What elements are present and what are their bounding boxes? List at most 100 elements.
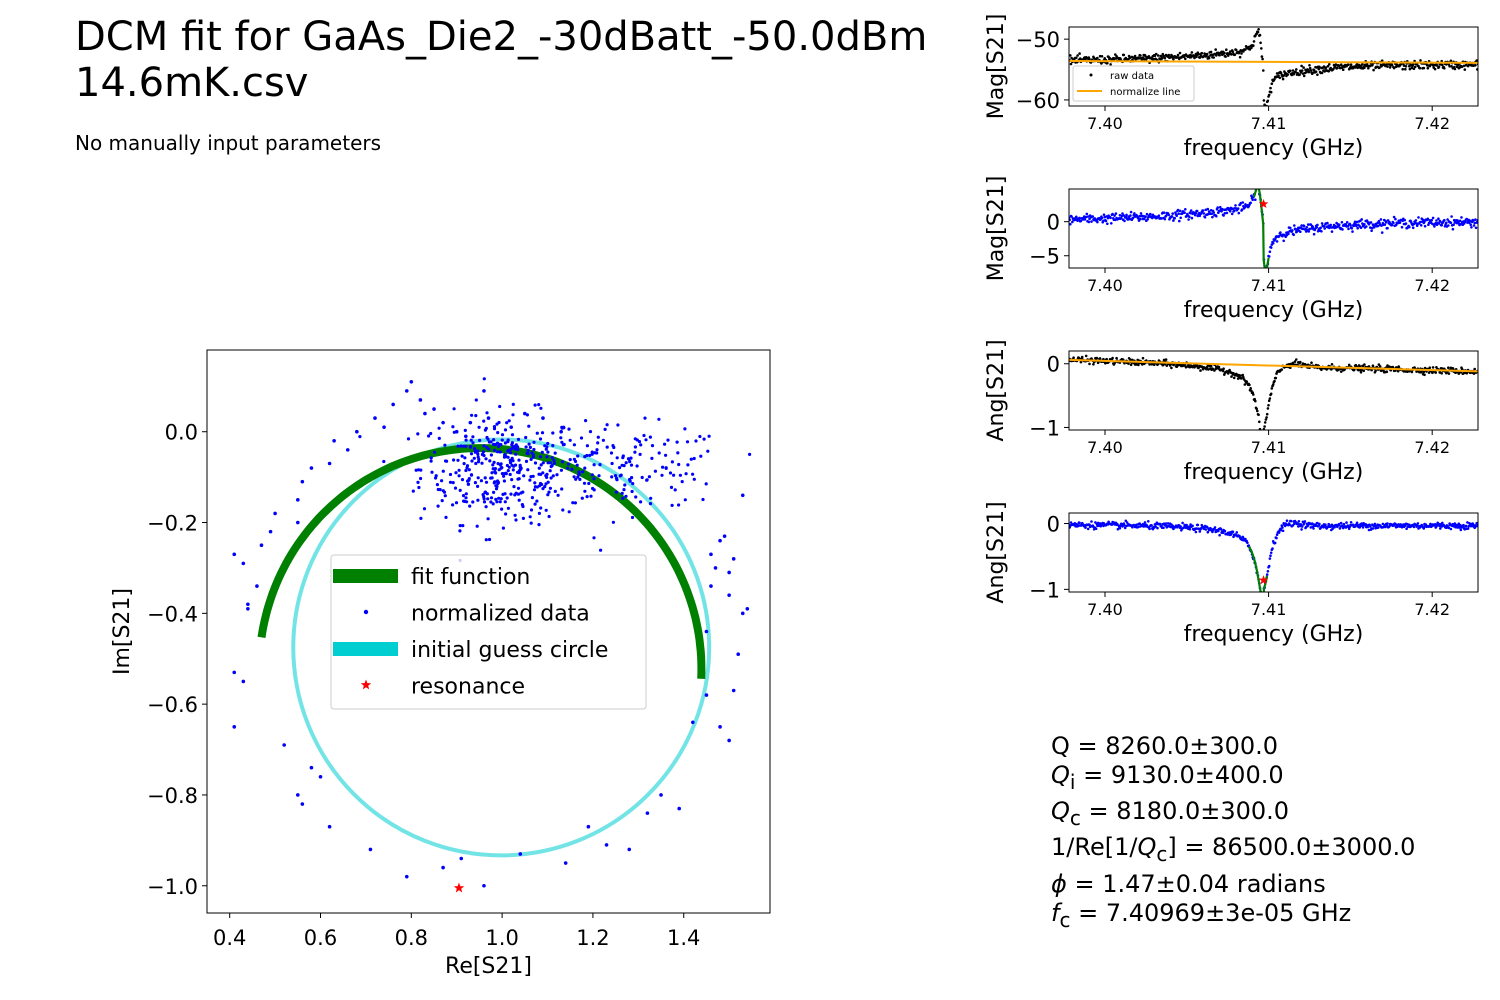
y-tick-label: 0 [1047,353,1060,377]
normalized-data-point [575,463,579,467]
figure-subtitle: No manually input parameters [75,131,382,155]
x-axis-label: Re[S21] [445,954,532,979]
data-point [1131,216,1135,220]
normalized-data-point [438,488,442,492]
normalized-data-point [692,477,696,481]
normalized-data-point [451,481,455,485]
data-point [1138,214,1141,218]
data-point [1207,56,1211,60]
normalized-data-point [526,468,530,472]
normalized-data-point [391,402,395,407]
normalized-data-point [631,482,635,486]
data-point [1408,225,1411,229]
normalized-data-point [461,494,466,498]
data-point [1396,525,1399,529]
data-point [1347,527,1351,531]
data-point [1256,409,1259,413]
data-point [1347,63,1350,66]
normalized-data-point [454,429,459,434]
normalized-data-point [437,426,441,430]
data-point [1390,63,1394,67]
normalized-data-point [532,488,537,492]
normalized-data-point [614,490,619,494]
normalized-data-point [300,479,305,484]
normalized-data-point [506,438,510,442]
data-point [1297,525,1300,528]
normalized-data-point [599,548,603,552]
normalized-data-point [497,496,501,500]
normalized-data-point [541,471,545,475]
legend-label: normalized data [411,602,590,627]
normalized-data-point [448,472,453,477]
data-point [1301,227,1305,231]
data-point [1257,185,1260,188]
data-point [1167,213,1171,217]
data-point [1149,212,1152,216]
data-point [1320,71,1324,75]
plot-ang_norm: 7.40 7.41 7.42 0 −1 frequency (GHz) Ang[S21] [984,501,1479,647]
normalized-data-point [568,458,572,462]
y-axis-label: Ang[S21] [984,339,1009,441]
normalized-data-point [452,458,456,462]
y-tick-label: −0.6 [147,693,198,717]
data-point [1269,392,1273,396]
data-point [1412,525,1416,529]
data-point [1123,526,1127,530]
normalized-data-point [468,445,473,449]
data-point [1124,215,1128,219]
data-point [1106,61,1109,65]
data-point [1430,218,1433,222]
data-point [1326,221,1329,225]
data-point [1218,53,1221,57]
data-point [1277,531,1281,534]
normalized-data-point [433,450,437,454]
normalized-data-point [660,473,664,477]
data-point [1228,210,1232,213]
data-point [1320,222,1324,225]
normalized-data-point [668,471,673,475]
data-point [1341,228,1344,231]
data-point [1092,363,1095,366]
normalized-data-point [548,461,552,465]
data-point [1176,53,1180,57]
normalized-data-point [466,482,471,486]
normalized-data-point [246,606,250,611]
data-point [1431,366,1435,369]
data-point [1422,527,1426,530]
normalized-data-point [489,453,493,457]
data-point [1213,526,1217,529]
data-point [1404,222,1408,225]
data-point [1189,209,1193,212]
x-axis-label: frequency (GHz) [1184,622,1364,647]
normalized-data-point [494,497,498,501]
normalized-data-point [683,498,687,502]
normalized-data-point [443,443,447,447]
data-point [1273,541,1277,545]
data-point [1323,227,1326,230]
data-point [1187,218,1190,221]
normalized-data-point [518,852,523,856]
data-point [1289,519,1293,523]
normalized-data-point [605,445,609,449]
data-point [1334,63,1338,66]
data-point [1212,211,1215,214]
data-point [1322,65,1326,68]
normalized-data-point [474,461,478,466]
normalized-data-point [522,474,526,478]
data-point [1356,226,1359,230]
normalized-data-point [677,806,681,811]
data-point [1301,72,1305,75]
data-point [1309,526,1313,529]
normalized-data-point [484,426,488,430]
data-point [1161,363,1165,367]
normalized-data-point [582,481,587,485]
data-point [1210,212,1213,215]
data-point [1215,214,1218,218]
data-point [1209,364,1213,368]
data-point [1217,51,1220,55]
data-point [1237,211,1241,215]
normalized-data-point [538,455,543,459]
data-point [1188,527,1192,531]
x-tick-label: 7.41 [1251,600,1287,619]
data-point [1349,63,1353,66]
